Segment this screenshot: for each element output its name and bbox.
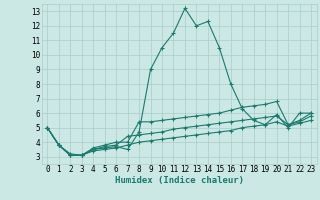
X-axis label: Humidex (Indice chaleur): Humidex (Indice chaleur) bbox=[115, 176, 244, 185]
